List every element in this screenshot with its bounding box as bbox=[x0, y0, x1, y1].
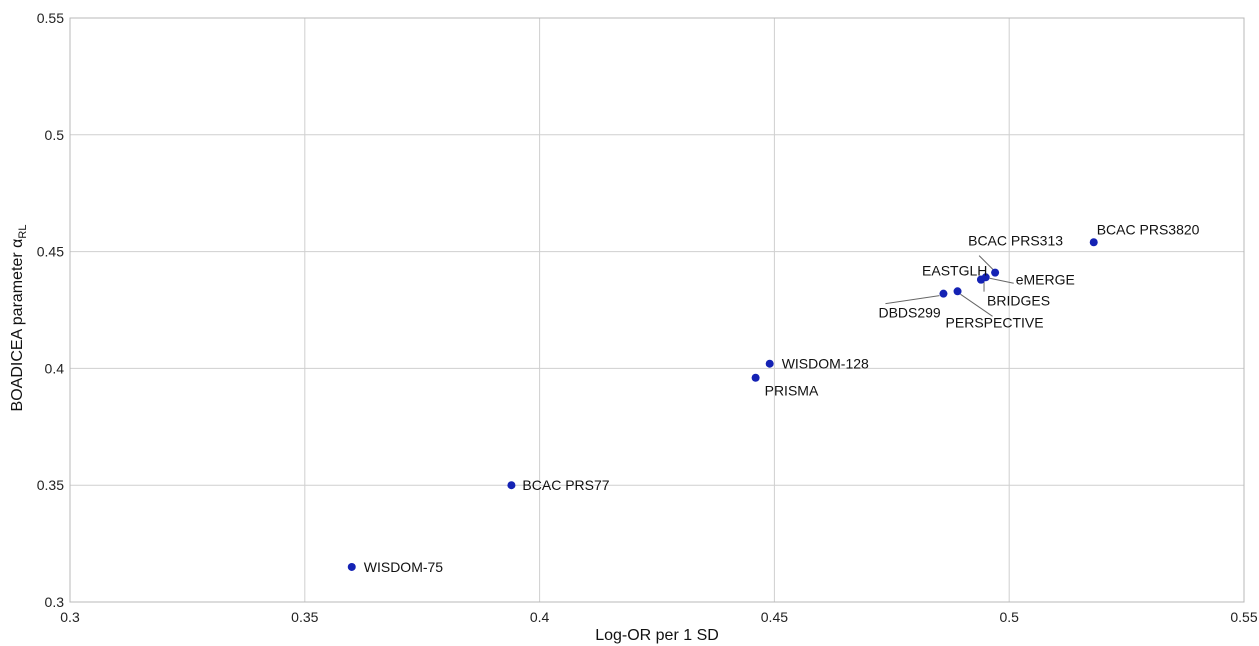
x-tick-label: 0.55 bbox=[1230, 609, 1257, 625]
point-label-wisdom-75: WISDOM-75 bbox=[364, 559, 444, 575]
leader-line-bcac-prs313 bbox=[978, 255, 994, 270]
point-label-bcac-prs3820: BCAC PRS3820 bbox=[1097, 221, 1200, 237]
x-tick-label: 0.4 bbox=[530, 609, 550, 625]
data-points bbox=[347, 238, 1098, 571]
point-bcac-prs3820 bbox=[1089, 238, 1098, 247]
y-axis-title-subscript: RL bbox=[17, 225, 29, 239]
y-tick-label: 0.4 bbox=[45, 360, 65, 376]
point-labels: WISDOM-75 BCAC PRS77 PRISMA WISDOM-128 DBDS2… bbox=[364, 221, 1200, 575]
y-tick-label: 0.55 bbox=[37, 10, 64, 26]
y-axis-title-main: BOADICEA parameter α bbox=[9, 239, 26, 412]
label-leader-lines bbox=[885, 255, 1014, 317]
point-label-eastglh: EASTGLH bbox=[922, 263, 987, 279]
point-label-bridges: BRIDGES bbox=[987, 293, 1050, 309]
y-tick-labels: 0.3 0.35 0.4 0.45 0.5 0.55 bbox=[37, 10, 64, 610]
y-tick-label: 0.35 bbox=[37, 477, 64, 493]
point-dbds299 bbox=[939, 289, 948, 298]
y-tick-label: 0.3 bbox=[45, 594, 65, 610]
point-wisdom-75 bbox=[347, 562, 356, 571]
point-label-wisdom-128: WISDOM-128 bbox=[782, 356, 869, 372]
y-tick-label: 0.45 bbox=[37, 244, 64, 260]
point-label-prisma: PRISMA bbox=[765, 383, 819, 399]
x-tick-label: 0.5 bbox=[999, 609, 1019, 625]
point-bcac-prs313 bbox=[991, 268, 1000, 277]
point-emerge bbox=[981, 273, 990, 282]
x-tick-label: 0.35 bbox=[291, 609, 318, 625]
gridlines bbox=[69, 17, 1245, 603]
y-axis-title: BOADICEA parameter αRL bbox=[9, 225, 29, 412]
leader-line-perspective bbox=[960, 293, 993, 317]
point-wisdom-128 bbox=[765, 359, 774, 368]
point-bcac-prs77 bbox=[507, 481, 516, 490]
point-label-dbds299: DBDS299 bbox=[878, 305, 940, 321]
plot-frame bbox=[69, 17, 1245, 603]
point-label-perspective: PERSPECTIVE bbox=[946, 314, 1044, 330]
point-label-bcac-prs77: BCAC PRS77 bbox=[522, 477, 609, 493]
point-perspective bbox=[953, 287, 962, 296]
point-prisma bbox=[751, 373, 760, 382]
point-label-emerge: eMERGE bbox=[1016, 271, 1075, 287]
leader-line-dbds299 bbox=[885, 295, 940, 305]
point-label-bcac-prs313: BCAC PRS313 bbox=[968, 233, 1063, 249]
y-tick-label: 0.5 bbox=[45, 127, 65, 143]
leader-line-emerge bbox=[989, 277, 1014, 284]
x-tick-label: 0.45 bbox=[761, 609, 788, 625]
x-axis-title: Log-OR per 1 SD bbox=[595, 627, 719, 644]
x-tick-label: 0.3 bbox=[60, 609, 80, 625]
x-tick-labels: 0.3 0.35 0.4 0.45 0.5 0.55 bbox=[60, 609, 1258, 625]
